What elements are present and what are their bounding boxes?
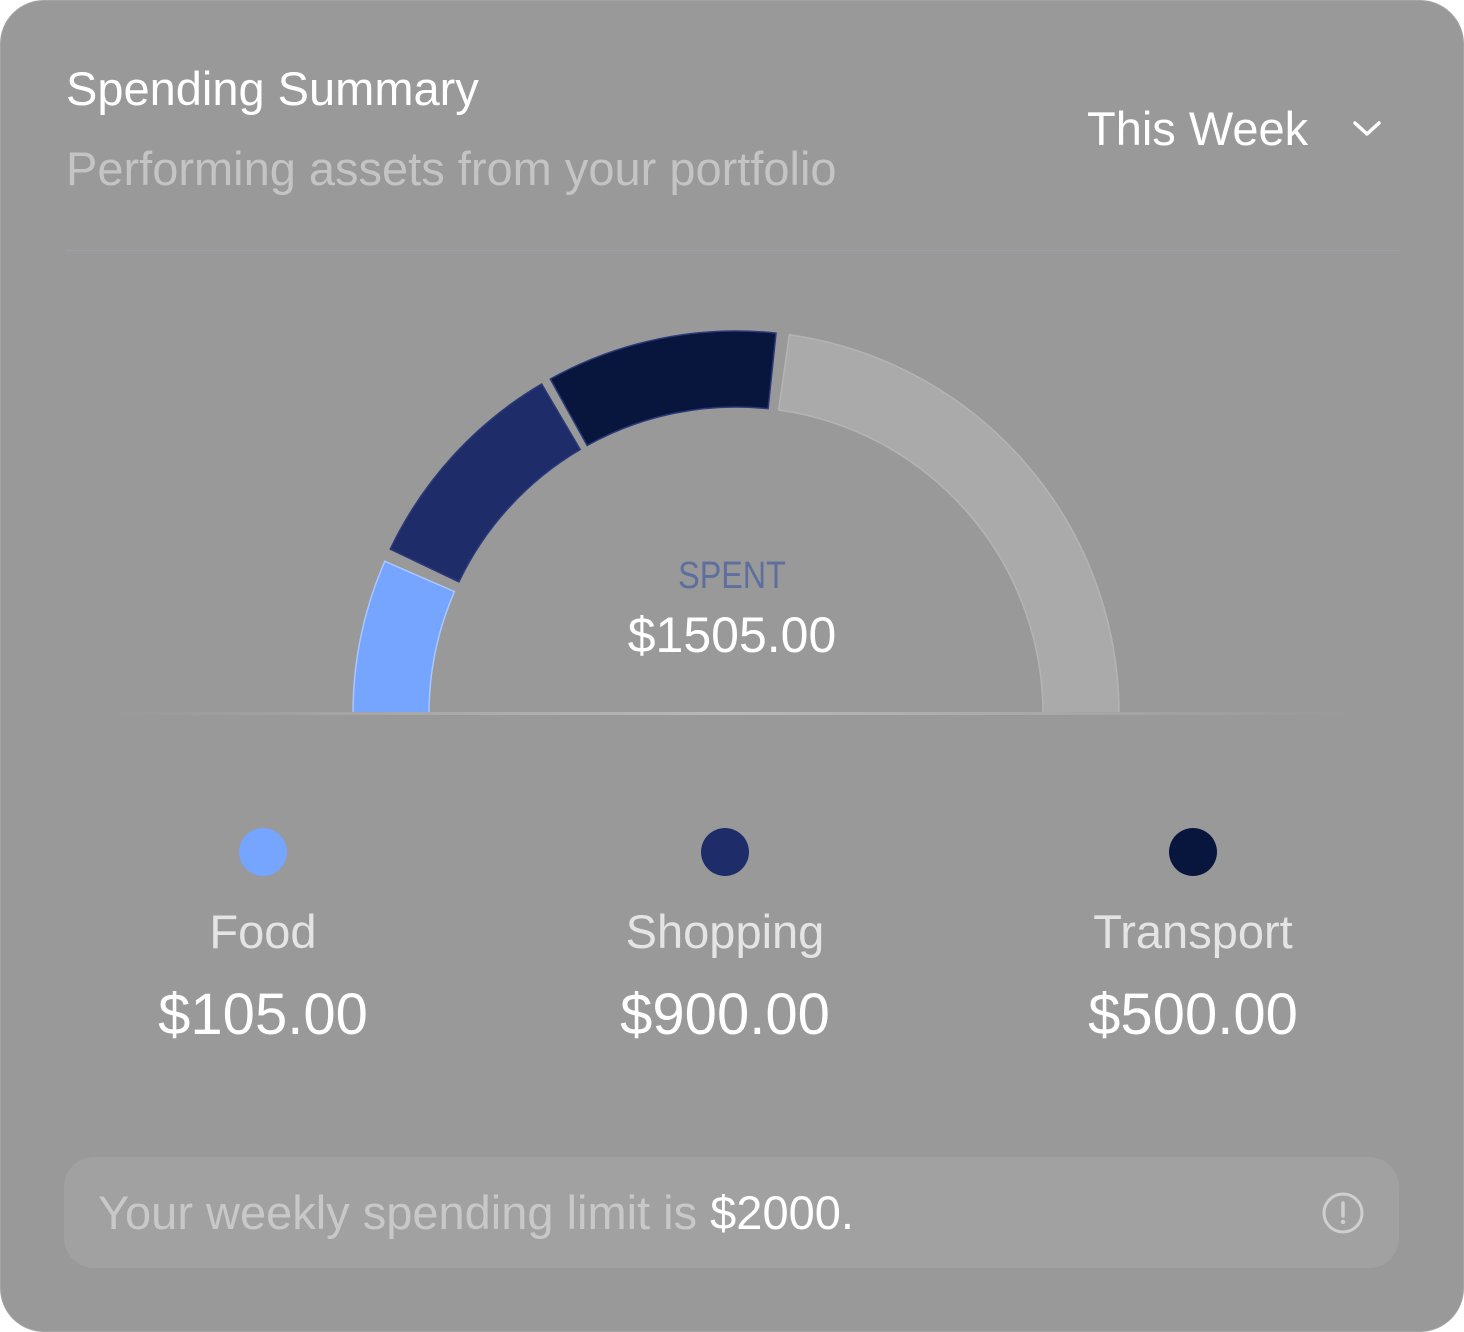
spent-value: $1505.00 (627, 607, 837, 663)
gauge-baseline (110, 712, 1350, 715)
spending-gauge (110, 330, 1350, 715)
legend-dot-transport (1169, 828, 1217, 876)
limit-text: Your weekly spending limit is $2000. (98, 1185, 854, 1240)
spending-limit-banner: Your weekly spending limit is $2000. (64, 1157, 1399, 1268)
card-title: Spending Summary (66, 62, 479, 115)
legend-label: Transport (1093, 905, 1293, 958)
gauge-segment-food (352, 560, 456, 715)
card-subtitle: Performing assets from your portfolio (66, 142, 837, 195)
period-dropdown[interactable]: This Week (1087, 101, 1382, 156)
gauge-segment-shopping (389, 382, 582, 583)
limit-amount: $2000. (710, 1186, 854, 1239)
legend-transport: Transport $500.00 (993, 828, 1393, 1048)
legend-label: Food (209, 905, 317, 958)
legend-label: Shopping (625, 905, 825, 958)
legend-shopping: Shopping $900.00 (525, 828, 925, 1048)
gauge-segment-transport (549, 330, 777, 447)
spent-label: SPENT (678, 555, 786, 597)
legend-value: $900.00 (620, 982, 830, 1047)
limit-text-prefix: Your weekly spending limit is (98, 1186, 711, 1239)
legend-value: $500.00 (1088, 982, 1298, 1047)
chevron-down-icon (1353, 120, 1381, 136)
legend-food: Food $105.00 (63, 828, 463, 1048)
legend-dot-food (239, 828, 287, 876)
legend-value: $105.00 (158, 982, 368, 1047)
header-divider (66, 250, 1399, 251)
period-label: This Week (1087, 102, 1309, 155)
info-icon[interactable] (1321, 1191, 1365, 1235)
legend-dot-shopping (701, 828, 749, 876)
